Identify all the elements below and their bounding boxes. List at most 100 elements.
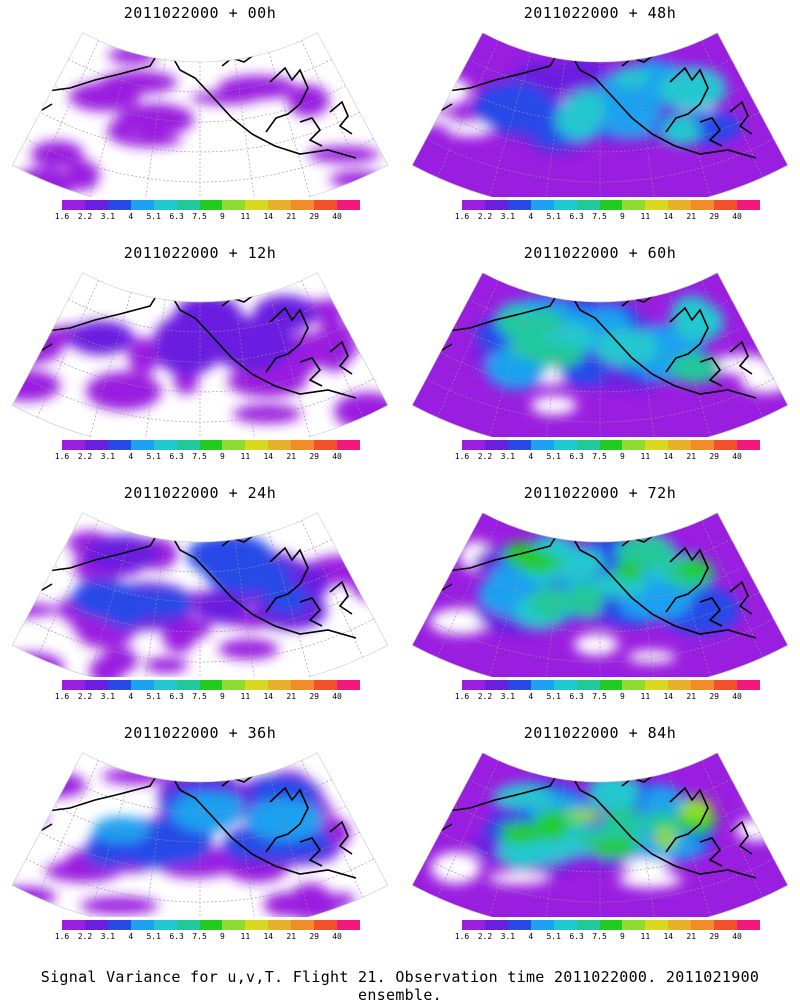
low-variance-gap <box>627 650 676 664</box>
colorbar-swatch <box>553 440 577 450</box>
variance-blob <box>287 84 330 117</box>
map-outline <box>11 32 389 197</box>
colorbar-swatch <box>553 200 577 210</box>
colorbar-label: 7.5 <box>592 212 607 221</box>
colorbar-swatch <box>107 200 131 210</box>
panel-title: 2011022000 + 84h <box>523 724 677 742</box>
variance-blob <box>108 46 158 64</box>
colorbar-swatch <box>84 200 108 210</box>
colorbar-label: 1.6 <box>54 452 70 461</box>
colorbar-swatch <box>268 200 292 210</box>
colorbar-swatch <box>553 920 577 930</box>
colorbar-swatch <box>507 200 531 210</box>
colorbar-swatch <box>462 920 485 930</box>
colorbar-swatch <box>199 920 223 930</box>
variance-blob <box>556 55 608 90</box>
low-variance-gap <box>412 75 471 108</box>
forecast-panel: 2011022000 + 00h 1.6 2.2 3.1 4 5.1 6.3 7.5 9 11 14… <box>0 0 400 240</box>
variance-blob <box>334 392 388 431</box>
colorbar-swatch <box>130 200 154 210</box>
colorbar-swatch <box>268 440 292 450</box>
colorbar-swatch <box>668 200 692 210</box>
colorbar-label: 9 <box>620 212 625 221</box>
low-variance-gap <box>573 633 619 656</box>
polar-map <box>411 272 789 437</box>
colorbar: 1.6 2.2 3.1 4 5.1 6.3 7.5 9 11 14 21 29 40 <box>55 920 360 956</box>
colorbar-labels: 1.6 2.2 3.1 4 5.1 6.3 7.5 9 11 14 21 29 40 <box>455 692 760 706</box>
variance-blob <box>264 583 310 615</box>
low-variance-gap <box>747 787 787 808</box>
colorbar-label: 7.5 <box>592 932 607 941</box>
colorbar-swatches <box>62 440 360 450</box>
colorbar-swatch <box>176 200 200 210</box>
variance-blob <box>233 404 302 424</box>
colorbar-label: 2.2 <box>77 692 93 701</box>
variance-blob <box>69 82 141 112</box>
colorbar-label: 29 <box>309 692 319 701</box>
colorbar-label: 29 <box>709 452 719 461</box>
colorbar-label: 7.5 <box>192 932 207 941</box>
colorbar-label: 4 <box>528 212 534 221</box>
colorbar-label: 1.6 <box>54 932 70 941</box>
colorbar-label: 40 <box>732 452 742 461</box>
colorbar-swatch <box>645 680 669 690</box>
colorbar-swatch <box>153 440 177 450</box>
colorbar-swatch <box>737 440 760 450</box>
colorbar-swatch <box>622 680 646 690</box>
variance-blob <box>670 295 714 336</box>
colorbar-swatch <box>622 920 646 930</box>
map-outline <box>411 32 789 197</box>
colorbar-label: 5.1 <box>146 692 161 701</box>
colorbar-swatch <box>199 680 223 690</box>
polar-map <box>411 512 789 677</box>
forecast-panel: 2011022000 + 36h 1.6 2.2 3.1 4 5.1 6.3 7.5 9 11 14… <box>0 720 400 960</box>
colorbar-label: 1.6 <box>54 212 70 221</box>
colorbar-swatch <box>714 920 738 930</box>
forecast-panel: 2011022000 + 84h 1.6 2.2 3.1 4 5.1 6.3 7.5 9 11 14… <box>400 720 800 960</box>
variance-blob <box>118 134 182 148</box>
colorbar-swatch <box>314 680 338 690</box>
colorbar-label: 21 <box>286 212 297 221</box>
colorbar-swatch <box>530 680 554 690</box>
colorbar-swatch <box>484 920 508 930</box>
panel-title: 2011022000 + 60h <box>523 244 677 262</box>
colorbar-label: 1.6 <box>454 452 470 461</box>
colorbar-swatches <box>462 200 760 210</box>
colorbar-swatch <box>222 200 246 210</box>
colorbar-label: 4 <box>528 692 534 701</box>
colorbar-label: 29 <box>709 692 719 701</box>
colorbar-swatch <box>245 680 269 690</box>
colorbar-label: 2.2 <box>477 692 493 701</box>
colorbar-label: 5.1 <box>546 692 561 701</box>
colorbar-label: 14 <box>263 932 274 941</box>
colorbar-label: 14 <box>263 212 274 221</box>
colorbar-swatch <box>576 440 600 450</box>
colorbar-label: 21 <box>686 932 697 941</box>
variance-blob <box>107 119 133 143</box>
colorbar-label: 4 <box>528 932 534 941</box>
colorbar-label: 2.2 <box>77 452 93 461</box>
colorbar-labels: 1.6 2.2 3.1 4 5.1 6.3 7.5 9 11 14 21 29 40 <box>55 692 360 706</box>
variance-blob <box>612 66 651 88</box>
colorbar-swatch <box>462 200 485 210</box>
colorbar-label: 21 <box>286 452 297 461</box>
forecast-panel: 2011022000 + 72h 1.6 2.2 3.1 4 5.1 6.3 7.5 9 11 14… <box>400 480 800 720</box>
colorbar-swatch <box>737 920 760 930</box>
low-variance-gap <box>430 852 481 884</box>
colorbar-swatch <box>484 200 508 210</box>
colorbar-swatch <box>84 680 108 690</box>
colorbar-label: 29 <box>309 932 319 941</box>
variance-blob <box>222 830 268 858</box>
colorbar-swatch <box>737 200 760 210</box>
low-variance-gap <box>530 395 577 415</box>
colorbar-label: 3.1 <box>500 212 516 221</box>
colorbar-label: 14 <box>263 692 274 701</box>
colorbar-swatch <box>268 920 292 930</box>
colorbar-swatch <box>737 680 760 690</box>
variance-blob <box>494 784 555 809</box>
colorbar: 1.6 2.2 3.1 4 5.1 6.3 7.5 9 11 14 21 29 40 <box>455 680 760 716</box>
colorbar-swatch <box>130 920 154 930</box>
colorbar-swatch <box>222 680 246 690</box>
colorbar: 1.6 2.2 3.1 4 5.1 6.3 7.5 9 11 14 21 29 40 <box>55 440 360 476</box>
colorbar-swatch <box>84 440 108 450</box>
